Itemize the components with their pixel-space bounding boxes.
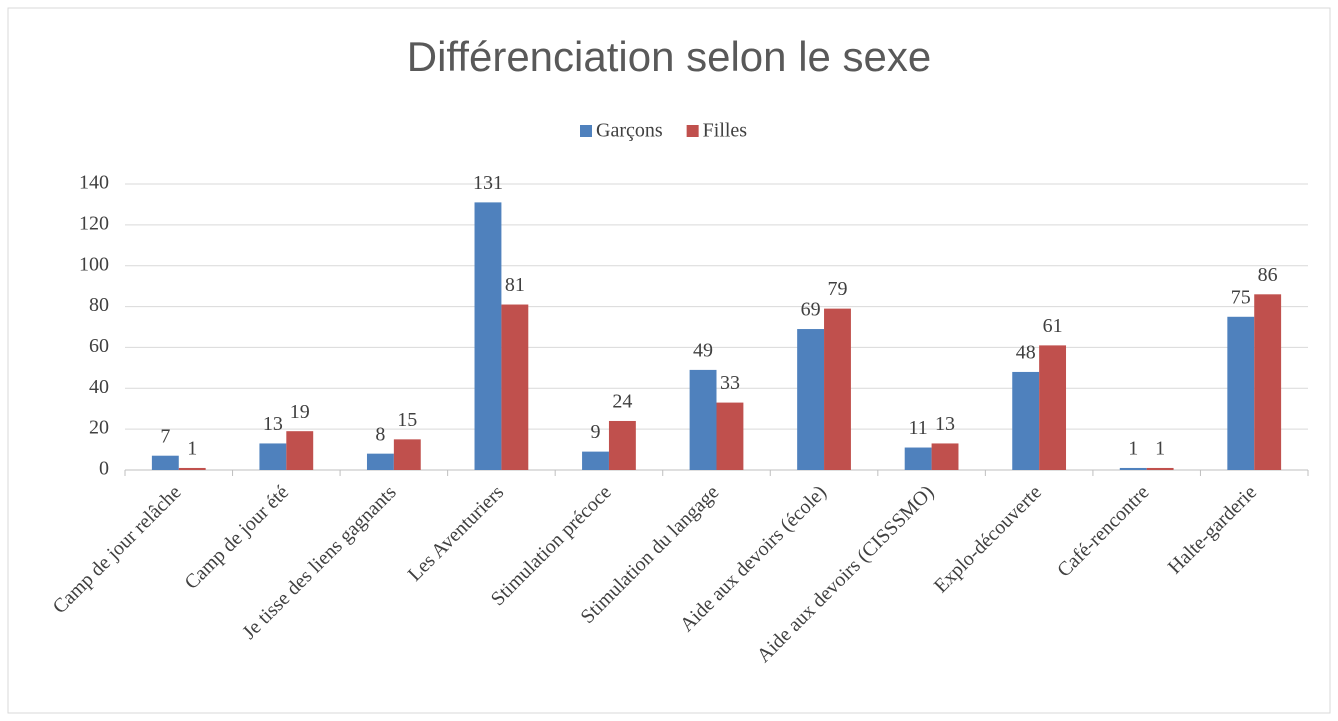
y-tick-label: 20 (89, 417, 109, 439)
bar (797, 329, 825, 470)
data-label: 13 (935, 413, 955, 435)
chart-border (7, 7, 1331, 714)
data-label: 1 (187, 438, 197, 460)
data-label: 15 (397, 409, 417, 431)
bar (824, 308, 851, 470)
bar (1146, 467, 1174, 470)
bar (1119, 467, 1147, 470)
bar (608, 420, 636, 470)
data-label: 33 (720, 372, 740, 394)
data-label: 86 (1258, 264, 1278, 286)
chart-title: Différenciation selon le sexe (407, 33, 932, 80)
data-label: 61 (1043, 315, 1063, 337)
y-tick-label: 120 (79, 212, 109, 234)
bar (474, 202, 502, 470)
legend-label: Filles (703, 120, 748, 142)
y-tick-label: 140 (79, 172, 109, 194)
bar (931, 443, 959, 470)
data-label: 11 (909, 417, 928, 439)
bar (259, 443, 287, 470)
data-label: 49 (693, 339, 713, 361)
bar (1012, 371, 1040, 470)
data-label: 75 (1231, 286, 1251, 308)
bar (178, 467, 206, 470)
data-label: 19 (290, 401, 310, 423)
data-label: 9 (591, 421, 601, 443)
data-label: 48 (1016, 342, 1036, 364)
data-label: 69 (801, 299, 821, 321)
bar (582, 451, 609, 470)
bar (716, 402, 744, 470)
bar (689, 369, 717, 470)
bar (904, 447, 932, 470)
y-tick-label: 80 (89, 294, 109, 316)
bar (1039, 345, 1067, 470)
legend-swatch (686, 125, 699, 137)
bar (393, 439, 421, 470)
data-label: 8 (375, 423, 385, 445)
bar (501, 304, 529, 470)
y-tick-label: 100 (79, 253, 109, 275)
data-label: 7 (160, 425, 170, 447)
bar (366, 453, 394, 470)
data-label: 1 (1128, 438, 1138, 460)
legend-label: Garçons (596, 120, 663, 142)
y-tick-label: 60 (89, 335, 109, 357)
y-tick-label: 40 (89, 376, 109, 398)
data-label: 131 (473, 172, 503, 194)
bar (1254, 294, 1282, 470)
bar (286, 431, 314, 470)
bar (1227, 316, 1255, 470)
data-label: 24 (612, 391, 632, 413)
legend-swatch (580, 125, 592, 137)
bar (151, 455, 179, 470)
y-tick-label: 0 (99, 458, 109, 480)
data-label: 79 (827, 278, 847, 300)
data-label: 1 (1155, 438, 1165, 460)
data-label: 81 (505, 274, 525, 296)
data-label: 13 (263, 413, 283, 435)
